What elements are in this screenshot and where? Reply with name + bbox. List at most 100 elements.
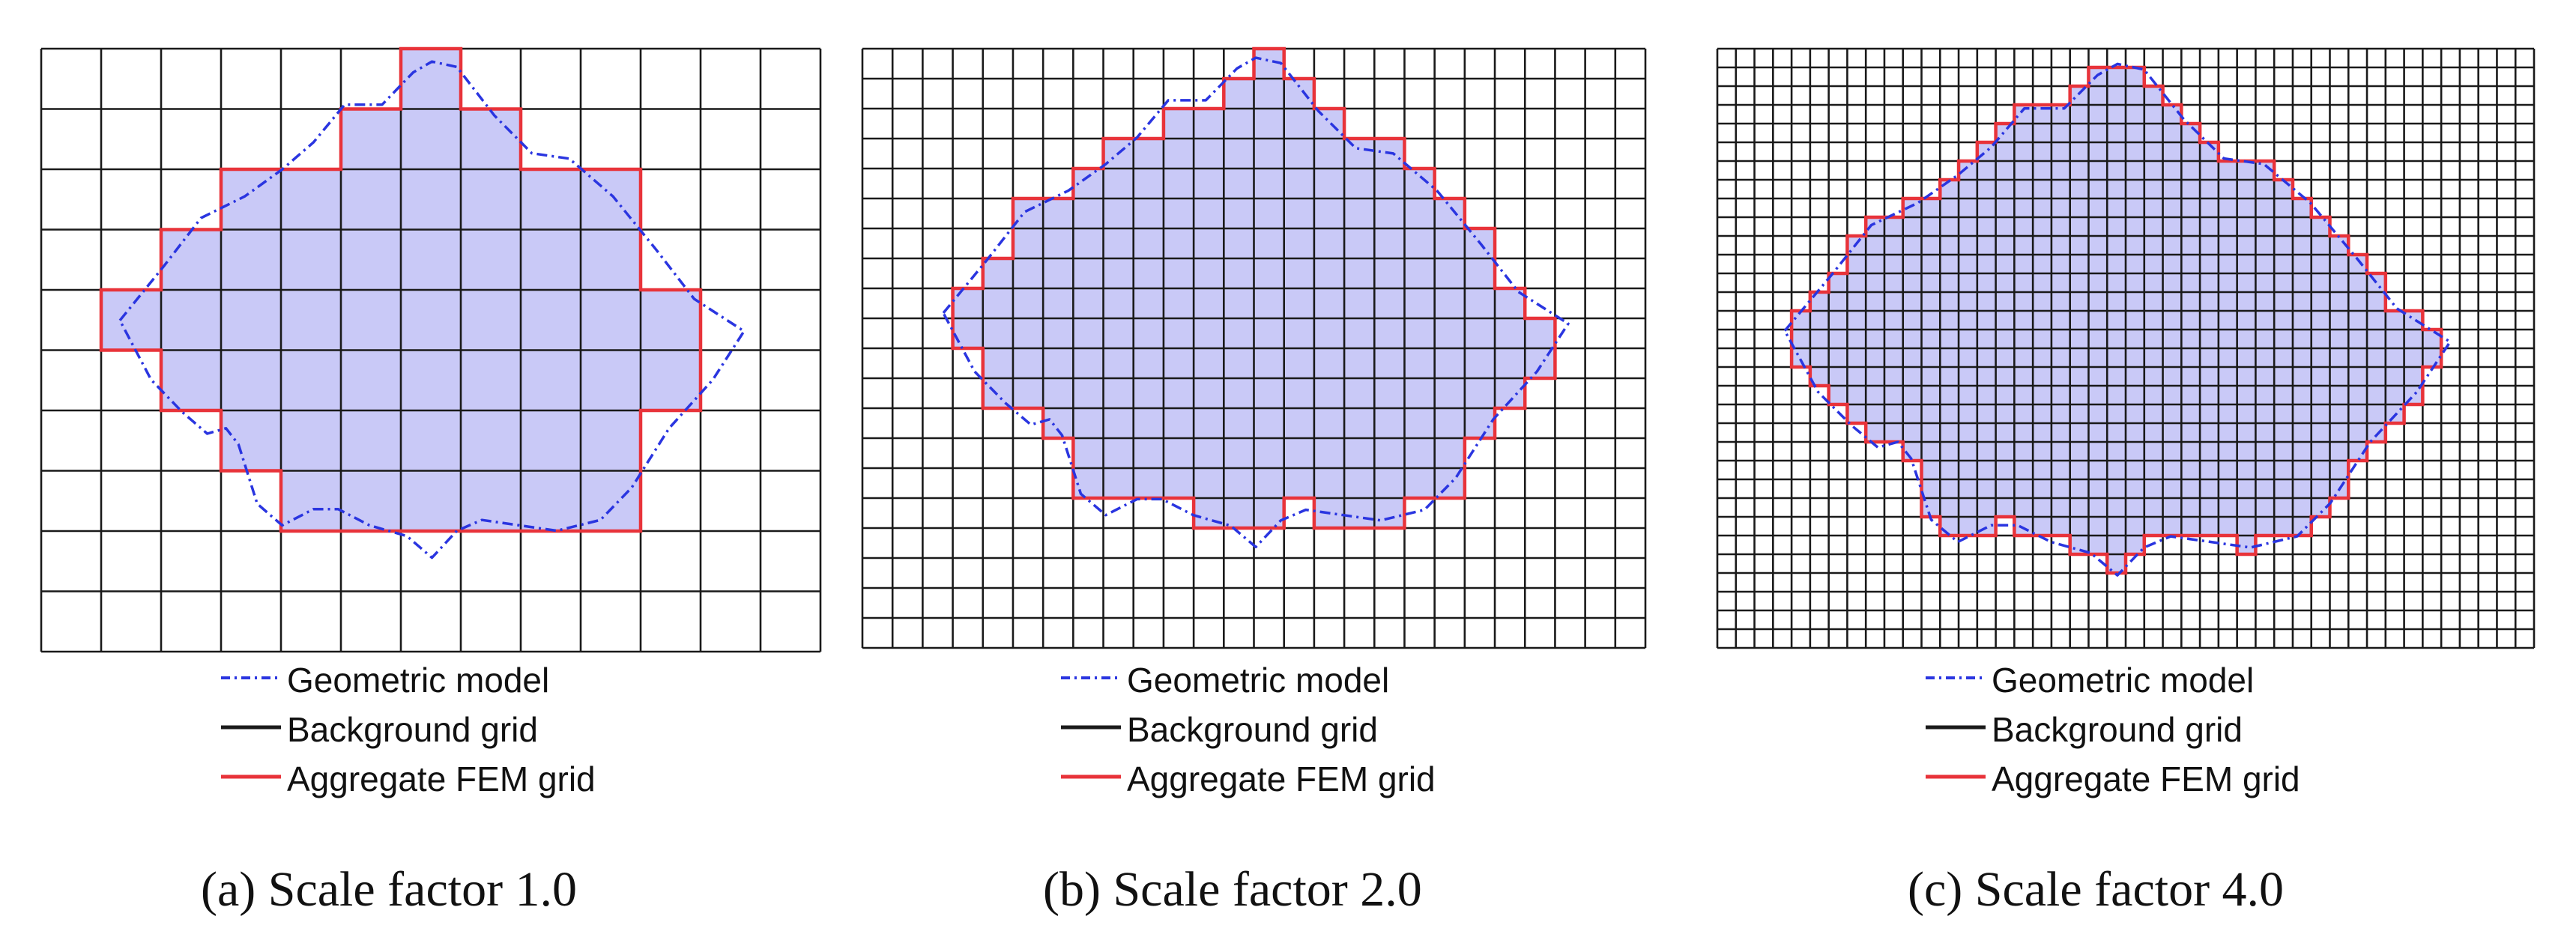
fem-cell [1464, 258, 1496, 289]
fem-cell [2218, 423, 2238, 443]
fem-cell [1809, 348, 1830, 368]
fem-cell [2126, 217, 2145, 237]
fem-cell [2107, 423, 2126, 443]
fem-cell [2162, 517, 2182, 536]
fem-cell [2088, 217, 2108, 237]
fem-cell [521, 169, 581, 231]
fem-cell [1103, 408, 1134, 439]
fem-cell [521, 470, 581, 532]
fem-cell [1977, 479, 1997, 499]
fem-cell [1284, 139, 1315, 169]
fem-cell [1374, 198, 1406, 229]
fem-cell [1434, 198, 1466, 229]
fem-cell [521, 229, 581, 291]
fem-cell [1103, 169, 1134, 199]
fem-cell [2255, 479, 2275, 499]
fem-cell [952, 318, 984, 349]
fem-cell [1959, 404, 1978, 424]
fem-cell [1284, 288, 1315, 319]
fem-cell [401, 109, 462, 170]
fem-cell [1884, 236, 1904, 255]
geometric-model-outline [118, 60, 746, 560]
fem-cell [2255, 423, 2275, 443]
fem-cell [2200, 479, 2219, 499]
fem-cell [2033, 348, 2052, 368]
fem-cell [2107, 273, 2126, 293]
fem-cell [2051, 330, 2071, 349]
fem-cell [2033, 311, 2052, 330]
fem-cell [281, 410, 342, 472]
fem-cell [2014, 161, 2034, 181]
fem-cell [2069, 367, 2090, 386]
fem-cell [1254, 109, 1285, 139]
fem-cell [2274, 255, 2294, 274]
fem-cell [401, 290, 462, 351]
fem-cell [2255, 461, 2275, 480]
fem-cell [2107, 330, 2126, 349]
fem-cell [2385, 367, 2405, 386]
fem-cell [2069, 86, 2090, 106]
fem-cell [2200, 292, 2219, 312]
fem-cell [1224, 498, 1255, 529]
fem-cell [2069, 442, 2090, 461]
fem-cell [1284, 198, 1315, 229]
fem-cell [2069, 217, 2090, 237]
fem-cell [2069, 236, 2090, 255]
fem-cell [341, 109, 402, 170]
fem-cell [1847, 292, 1866, 312]
fem-cell [2181, 348, 2201, 368]
fem-cell [1464, 288, 1496, 319]
fem-cell [2200, 161, 2219, 181]
fem-cell [1313, 258, 1345, 289]
fem-cell [2014, 292, 2034, 312]
fem-cell [1073, 438, 1104, 469]
fem-cell [1374, 438, 1406, 469]
fem-cell [1940, 330, 1959, 349]
fem-cell [2255, 442, 2275, 461]
fem-cell [281, 290, 342, 351]
fem-cell [2051, 517, 2071, 536]
fem-cell [1995, 311, 2015, 330]
fem-cell [2069, 273, 2090, 293]
fem-cell [1374, 228, 1406, 259]
fem-cell [2144, 517, 2164, 536]
fem-cell [1194, 348, 1224, 379]
fem-cell [2033, 517, 2052, 536]
fem-cell [1959, 479, 1978, 499]
fem-cell [641, 290, 701, 351]
fem-cell [1959, 292, 1978, 312]
fem-cell [1254, 198, 1285, 229]
fem-cell [2255, 330, 2275, 349]
fem-cell [2162, 255, 2182, 274]
fem-cell [1344, 498, 1375, 529]
fem-cell [1902, 348, 1923, 368]
fem-cell [221, 350, 282, 411]
fem-cell [341, 229, 402, 291]
fem-cell [2274, 461, 2294, 480]
fem-cell [2200, 517, 2219, 536]
fem-cell [1254, 169, 1285, 199]
fem-cell [1284, 468, 1315, 499]
fem-cell [1995, 479, 2015, 499]
fem-cell [2255, 292, 2275, 312]
fem-cell [1313, 169, 1345, 199]
fem-cell [2274, 348, 2294, 368]
fem-cell [2218, 292, 2238, 312]
fem-cell [2385, 348, 2405, 368]
fem-cell [2069, 330, 2090, 349]
fem-cell [2126, 348, 2145, 368]
fem-cell [1977, 273, 1997, 293]
fem-cell [2348, 386, 2368, 405]
fem-cell [1977, 180, 1997, 199]
fem-cell [1995, 180, 2015, 199]
fem-cell [2162, 498, 2182, 518]
fem-cell [2255, 367, 2275, 386]
fem-cell [2218, 386, 2238, 405]
fem-cell [1073, 228, 1104, 259]
fem-cell [1866, 311, 1885, 330]
fem-cell [1434, 408, 1466, 439]
fem-cell [1224, 318, 1255, 349]
fem-cell [2126, 180, 2145, 199]
fem-cell [2033, 330, 2052, 349]
fem-cell [2292, 198, 2312, 218]
